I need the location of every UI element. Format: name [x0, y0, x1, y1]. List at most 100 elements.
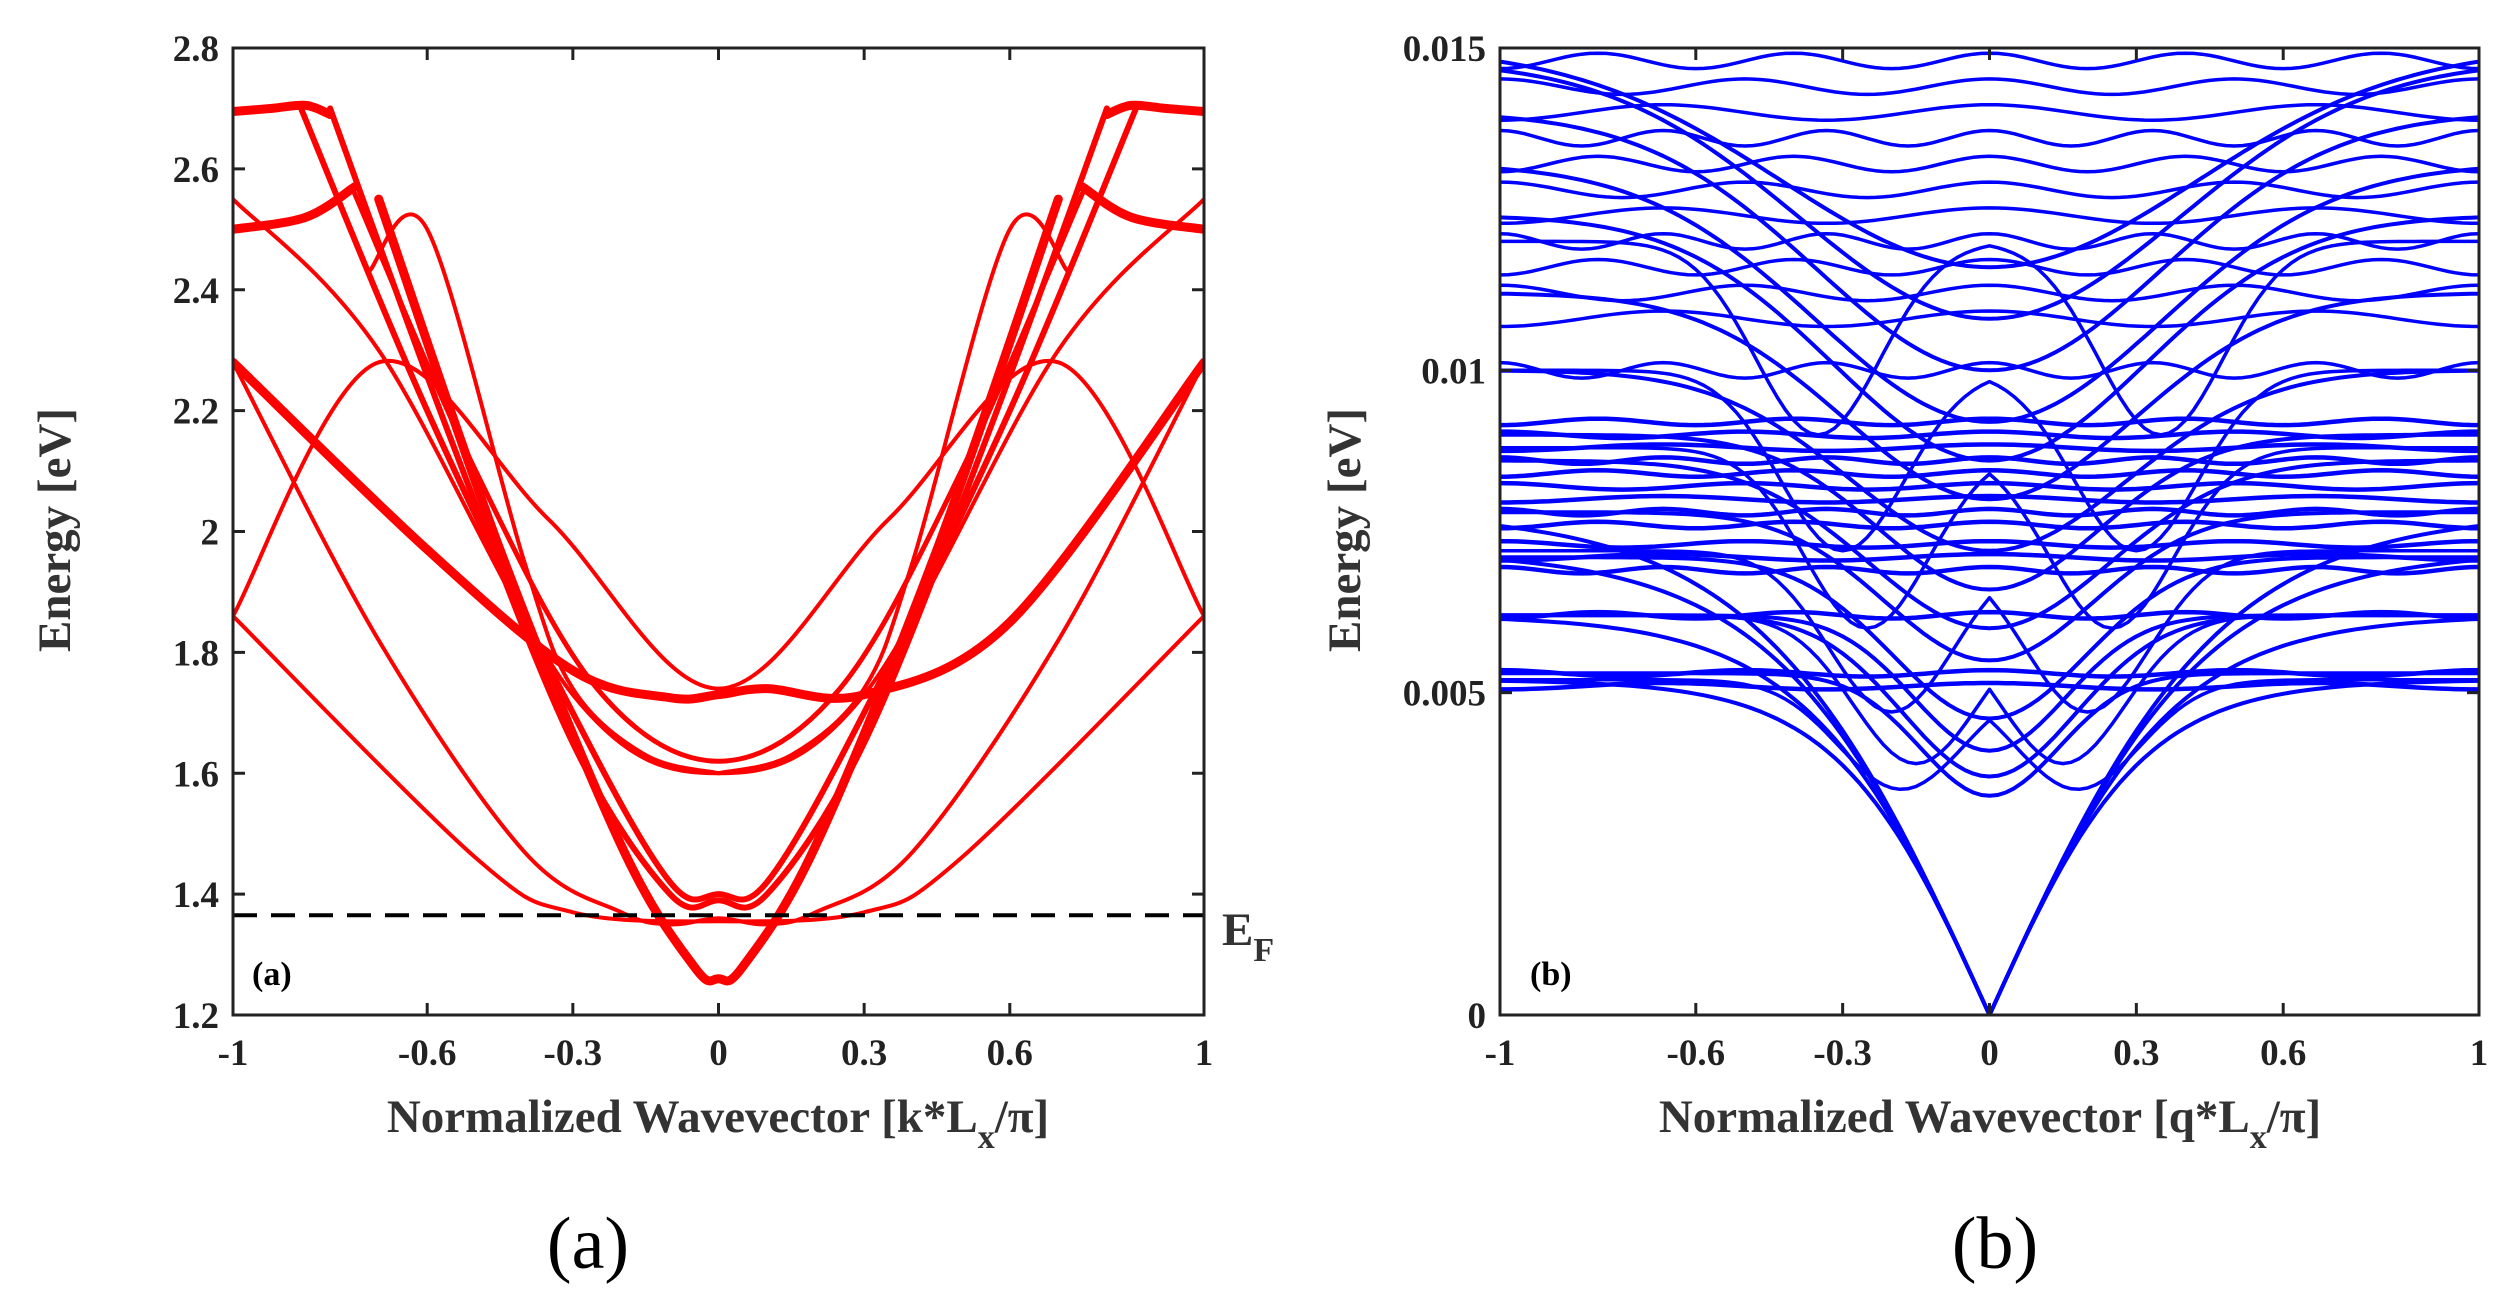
optical-band-o8 [1500, 368, 2479, 553]
optical-band-o14 [1500, 59, 2479, 270]
fermi-level-label: EF [1222, 904, 1274, 969]
optical-band-o9 [1500, 291, 2479, 502]
dip-band-d4 [1500, 445, 2479, 630]
x-tick-label: -1 [218, 1033, 249, 1074]
flat-band [1500, 231, 2479, 251]
panel-a-plot-area [233, 48, 1204, 1015]
band-line-b3 [233, 357, 1204, 704]
flat-band [1500, 519, 2479, 531]
flat-band [1500, 180, 2479, 200]
y-tick-label: 0.005 [1403, 674, 1486, 715]
flat-band [1500, 128, 2479, 148]
optical-band-o12 [1500, 115, 2479, 373]
band-line-b15 [1102, 100, 1204, 119]
flat-band [1500, 360, 2479, 380]
panel-b-y-ticks: 0 0.005 0.01 0.015 [1403, 29, 2479, 1037]
acoustic-branch-a3 [1500, 557, 2479, 1015]
panel-b-phonon-dispersion: -1 -0.6 -0.3 0 0.3 0.6 1 0 0.005 0.01 0.015 (b) N… [1319, 29, 2488, 1285]
band-line-b14 [233, 100, 335, 119]
x-tick-label: -0.6 [1667, 1033, 1726, 1074]
band-line-b6 [327, 105, 1110, 911]
flat-band [1500, 551, 2479, 563]
flat-band [1500, 455, 2479, 467]
band-line-b12 [233, 182, 359, 234]
dip-band-d6 [1500, 239, 2479, 437]
x-tick-label: 0.3 [841, 1033, 887, 1074]
panel-b-xlabel-end: /π] [2266, 1091, 2321, 1143]
x-tick-label: 1 [1195, 1033, 1214, 1074]
y-tick-label: 2.8 [173, 29, 219, 70]
panel-b-caption: (b) [1952, 1203, 2038, 1285]
panel-a-inset-label: (a) [252, 956, 292, 993]
x-tick-label: 0.3 [2113, 1033, 2159, 1074]
y-tick-label: 1.4 [173, 875, 219, 916]
panel-a-y-ticks: 1.2 1.4 1.6 1.8 2 2.2 2.4 2.6 2.8 [173, 29, 1204, 1037]
flat-band [1500, 564, 2479, 576]
y-tick-label: 2.6 [173, 150, 219, 191]
band-line-b10 [366, 212, 721, 776]
panel-a-band-structure: -1 -0.6 -0.3 0 0.3 0.6 1 1.2 1.4 1.6 1.8 2 2.2 2.4 2.… [29, 29, 1274, 1285]
flat-band [1500, 442, 2479, 454]
panel-b-x-ticks: -1 -0.6 -0.3 0 0.3 0.6 1 [1485, 48, 2489, 1074]
panel-b-x-axis-label: Normalized Wavevector [q*Lx/π] [1659, 1091, 2321, 1156]
panel-b-xlabel-sub: x [2250, 1119, 2267, 1156]
flat-band [1500, 680, 2479, 692]
optical-band-o5 [1500, 510, 2479, 663]
dip-band-d1 [1500, 678, 2479, 792]
panel-a-bands [233, 100, 1204, 986]
flat-band [1500, 416, 2479, 428]
panel-a-y-axis-label: Energy [eV] [29, 408, 81, 652]
optical-band-o6 [1500, 458, 2479, 631]
flat-band [1500, 468, 2479, 479]
y-tick-label: 1.8 [173, 633, 219, 674]
y-tick-label: 1.2 [173, 996, 219, 1037]
acoustic-branch-a1 [1500, 678, 2479, 1015]
y-tick-label: 0 [1468, 996, 1487, 1037]
band-line-b5 [298, 105, 1139, 903]
panel-a-x-ticks: -1 -0.6 -0.3 0 0.3 0.6 1 [218, 48, 1214, 1074]
panel-a-xlabel-main: Normalized Wavevector [k*L [387, 1091, 978, 1143]
flat-band [1500, 283, 2479, 303]
x-tick-label: 0 [709, 1033, 728, 1074]
band-line-b11 [716, 212, 1071, 776]
band-line-b9 [351, 190, 1086, 764]
panel-b-bands [1500, 51, 2479, 1015]
band-line-b13 [1078, 182, 1204, 234]
x-tick-label: 0 [1980, 1033, 1999, 1074]
flat-band [1500, 538, 2479, 550]
dip-band-d3 [1500, 549, 2479, 714]
optical-band-o1 [1500, 671, 2479, 798]
flat-band [1500, 506, 2479, 518]
panel-b-xlabel-main: Normalized Wavevector [q*L [1659, 1091, 2250, 1143]
band-line-b1 [233, 614, 1204, 924]
x-tick-label: 0.6 [2260, 1033, 2306, 1074]
fermi-label-main: E [1222, 904, 1253, 956]
y-tick-label: 1.6 [173, 754, 219, 795]
band-line-b4 [233, 358, 1204, 691]
flat-band [1500, 480, 2479, 492]
panel-b-plot-area [1500, 48, 2479, 1015]
x-tick-label: 1 [2470, 1033, 2489, 1074]
dip-band-d5 [1500, 368, 2479, 553]
flat-band [1500, 493, 2479, 505]
flat-band [1500, 154, 2479, 174]
x-tick-label: -1 [1485, 1033, 1516, 1074]
x-tick-label: -0.6 [398, 1033, 457, 1074]
panel-b-y-axis-label: Energy [eV] [1319, 408, 1371, 652]
x-tick-label: 0.6 [987, 1033, 1033, 1074]
panel-b-inset-label: (b) [1530, 956, 1572, 993]
optical-band-o11 [1500, 166, 2479, 424]
panel-a-xlabel-sub: x [978, 1119, 995, 1156]
y-tick-label: 2.2 [173, 392, 219, 433]
panel-a-xlabel-end: /π] [994, 1091, 1049, 1143]
x-tick-label: -0.3 [1813, 1033, 1872, 1074]
optical-band-o7 [1500, 432, 2479, 592]
optical-band-o13 [1500, 68, 2479, 321]
y-tick-label: 0.01 [1421, 351, 1486, 392]
dip-band-d2 [1500, 613, 2479, 766]
fermi-label-sub: F [1253, 932, 1274, 969]
panel-a-x-axis-label: Normalized Wavevector [k*Lx/π] [387, 1091, 1049, 1156]
band-line-b2 [233, 360, 1204, 927]
band-line-b7 [374, 194, 1063, 986]
panel-a-caption: (a) [547, 1203, 629, 1285]
